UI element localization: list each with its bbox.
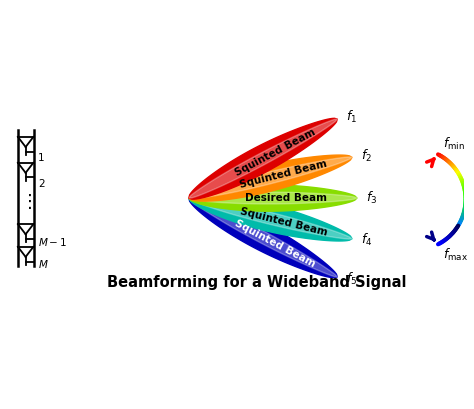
Text: Desired Beam: Desired Beam bbox=[246, 193, 328, 203]
Polygon shape bbox=[189, 185, 357, 211]
Text: $M-1$: $M-1$ bbox=[38, 236, 68, 248]
Polygon shape bbox=[189, 198, 337, 277]
Text: Squinted Beam: Squinted Beam bbox=[239, 159, 328, 190]
Text: $f_2$: $f_2$ bbox=[361, 148, 372, 164]
Polygon shape bbox=[189, 198, 352, 239]
Text: Squinted Beam: Squinted Beam bbox=[233, 127, 317, 178]
Text: 2: 2 bbox=[38, 179, 45, 189]
Text: $f_{\rm max}$: $f_{\rm max}$ bbox=[443, 247, 468, 263]
Polygon shape bbox=[189, 197, 337, 278]
Polygon shape bbox=[189, 157, 352, 199]
Text: Squinted Beam: Squinted Beam bbox=[233, 218, 317, 269]
Polygon shape bbox=[189, 192, 357, 204]
Text: 1: 1 bbox=[38, 153, 45, 163]
Text: $f_1$: $f_1$ bbox=[346, 109, 357, 125]
Text: Squinted Beam: Squinted Beam bbox=[239, 206, 328, 237]
Text: $\vdots$: $\vdots$ bbox=[20, 192, 32, 211]
Polygon shape bbox=[189, 118, 337, 199]
Text: $f_{\rm min}$: $f_{\rm min}$ bbox=[443, 136, 465, 152]
Text: $M$: $M$ bbox=[38, 258, 49, 270]
Polygon shape bbox=[189, 155, 352, 201]
Text: Beamforming for a Wideband Signal: Beamforming for a Wideband Signal bbox=[107, 274, 407, 290]
Text: $f_3$: $f_3$ bbox=[366, 190, 377, 206]
Polygon shape bbox=[189, 195, 352, 241]
Text: $f_5$: $f_5$ bbox=[346, 271, 357, 288]
Text: $f_4$: $f_4$ bbox=[361, 232, 372, 248]
Polygon shape bbox=[189, 119, 337, 198]
